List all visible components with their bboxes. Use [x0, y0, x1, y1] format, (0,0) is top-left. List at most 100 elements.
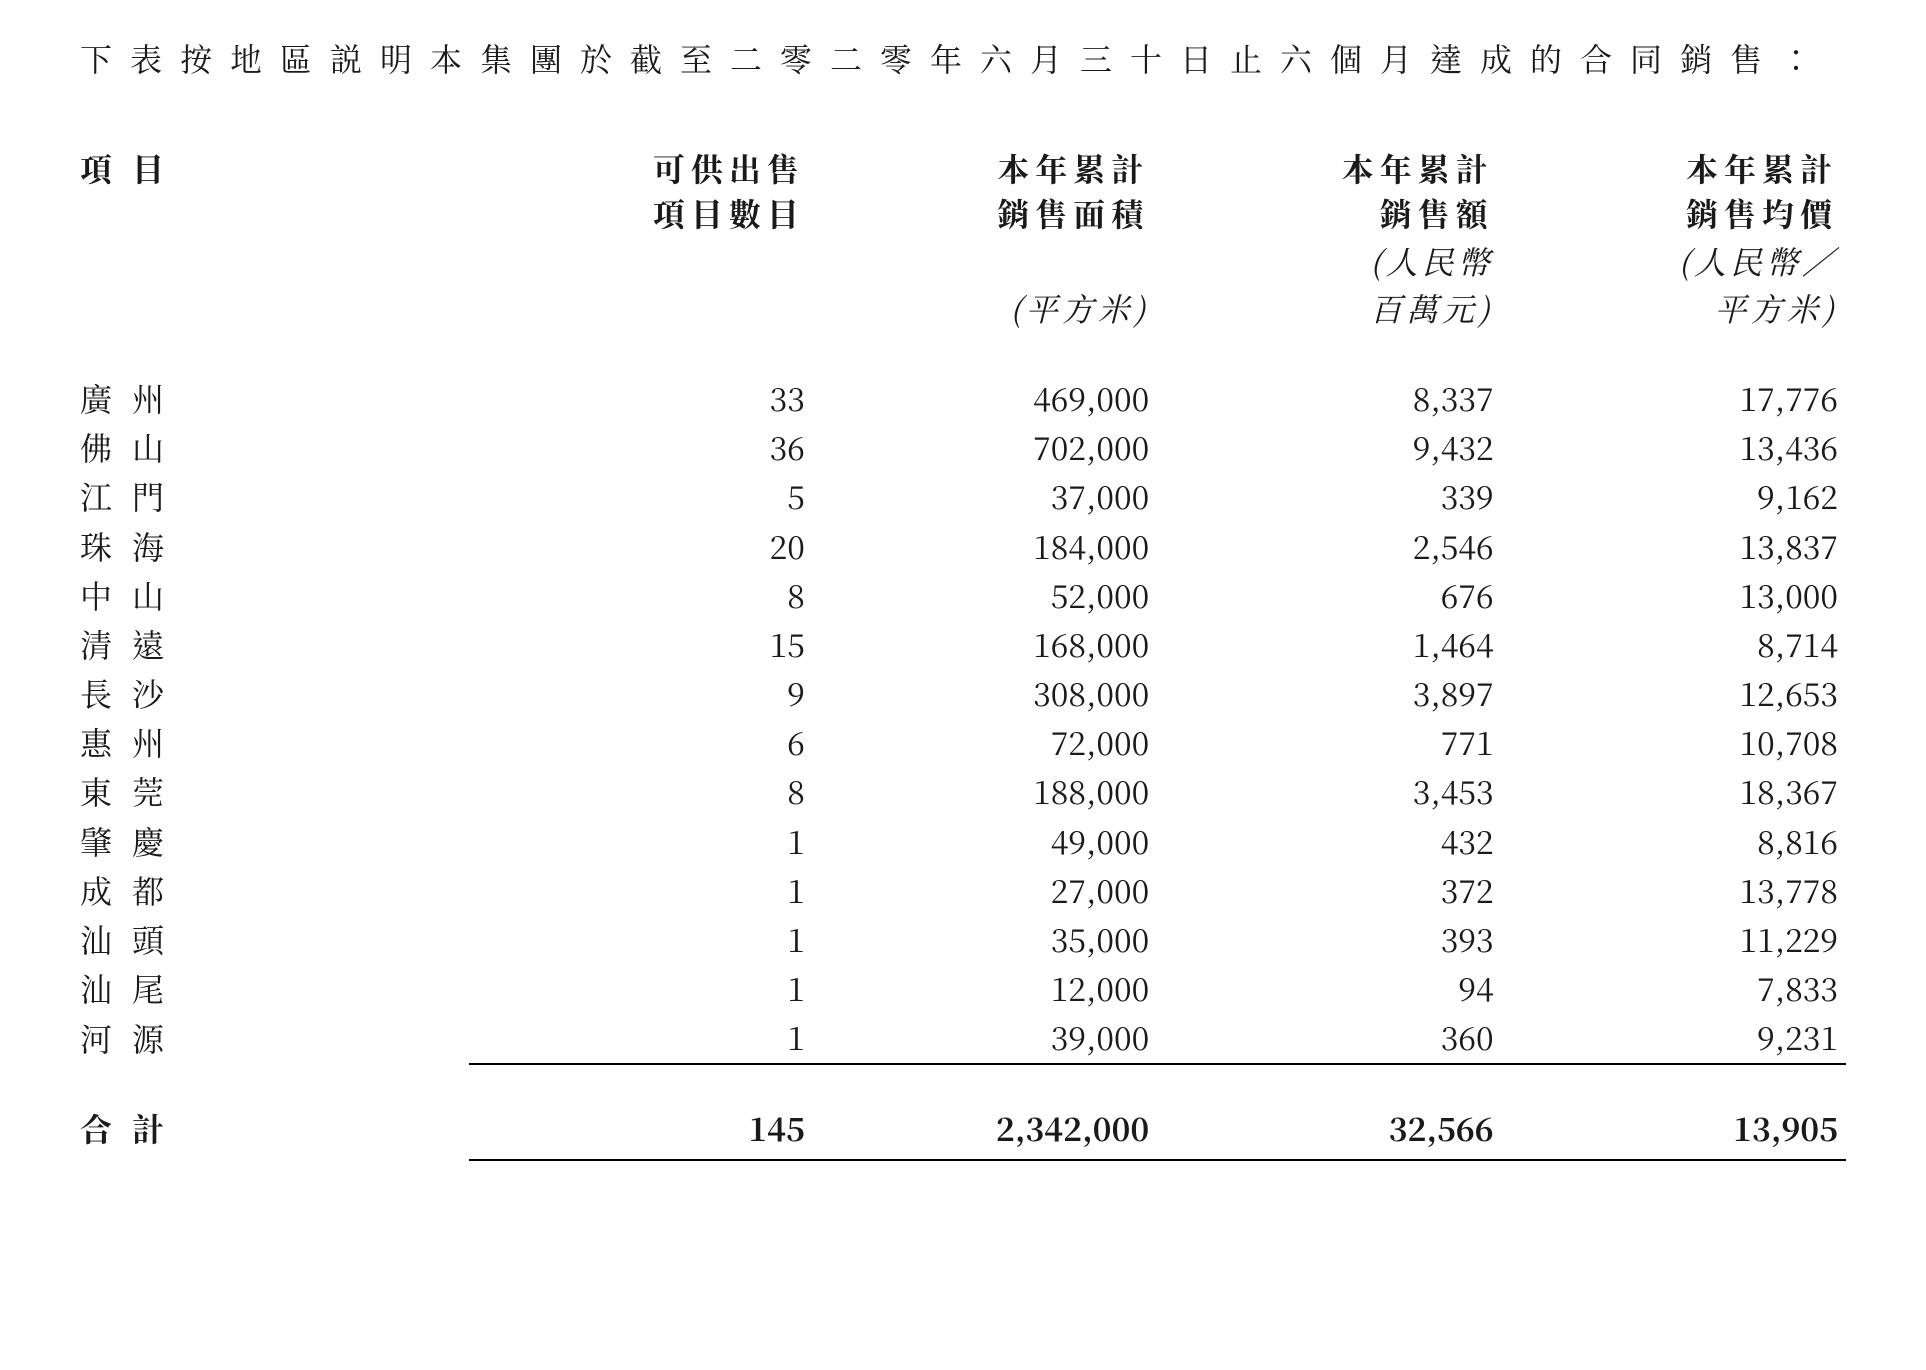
col-header: 本年累計: [1502, 146, 1846, 191]
data-cell: 20: [469, 522, 813, 571]
region-name: 佛山: [80, 423, 469, 472]
data-cell: 10,708: [1502, 718, 1846, 767]
table-row: 東莞8188,0003,45318,367: [80, 767, 1846, 816]
data-cell: 771: [1157, 718, 1501, 767]
table-row: 佛山36702,0009,43213,436: [80, 423, 1846, 472]
intro-paragraph: 下表按地區説明本集團於截至二零二零年六月三十日止六個月達成的合同銷售：: [80, 30, 1846, 86]
table-row: 成都127,00037213,778: [80, 866, 1846, 915]
data-cell: 9: [469, 669, 813, 718]
data-cell: 13,000: [1502, 571, 1846, 620]
data-cell: 9,432: [1157, 423, 1501, 472]
data-cell: 37,000: [813, 472, 1157, 521]
region-name: 東莞: [80, 767, 469, 816]
table-row: 江門537,0003399,162: [80, 472, 1846, 521]
region-name: 珠海: [80, 522, 469, 571]
data-cell: 432: [1157, 817, 1501, 866]
data-cell: 2,546: [1157, 522, 1501, 571]
data-cell: 188,000: [813, 767, 1157, 816]
data-cell: 15: [469, 620, 813, 669]
total-cell: 13,905: [1502, 1095, 1846, 1160]
data-cell: 1: [469, 817, 813, 866]
data-cell: 372: [1157, 866, 1501, 915]
data-cell: 1: [469, 915, 813, 964]
region-name: 中山: [80, 571, 469, 620]
region-name: 清遠: [80, 620, 469, 669]
col-header: 銷售均價: [1502, 191, 1846, 236]
table-row: 惠州672,00077110,708: [80, 718, 1846, 767]
data-cell: 39,000: [813, 1013, 1157, 1063]
region-name: 成都: [80, 866, 469, 915]
data-cell: 35,000: [813, 915, 1157, 964]
totals-row: 合計 145 2,342,000 32,566 13,905: [80, 1095, 1846, 1160]
data-cell: 9,162: [1502, 472, 1846, 521]
table-row: 汕尾112,000947,833: [80, 964, 1846, 1013]
data-cell: 9,231: [1502, 1013, 1846, 1063]
data-cell: 7,833: [1502, 964, 1846, 1013]
total-cell: 32,566: [1157, 1095, 1501, 1160]
col-unit: [469, 283, 813, 330]
region-name: 肇慶: [80, 817, 469, 866]
table-row: 珠海20184,0002,54613,837: [80, 522, 1846, 571]
data-cell: 6: [469, 718, 813, 767]
total-cell: 2,342,000: [813, 1095, 1157, 1160]
col-unit: 平方米): [1502, 283, 1846, 330]
col-header: 銷售額: [1157, 191, 1501, 236]
table-row: 河源139,0003609,231: [80, 1013, 1846, 1063]
col-header: 銷售面積: [813, 191, 1157, 236]
row-header-label: 項目: [80, 146, 469, 236]
total-cell: 145: [469, 1095, 813, 1160]
col-unit: (平方米): [813, 283, 1157, 330]
data-cell: 339: [1157, 472, 1501, 521]
table-body: 廣州33469,0008,33717,776佛山36702,0009,43213…: [80, 374, 1846, 1064]
data-cell: 360: [1157, 1013, 1501, 1063]
table-row: 肇慶149,0004328,816: [80, 817, 1846, 866]
col-unit: [469, 236, 813, 283]
total-label: 合計: [80, 1095, 469, 1160]
col-unit: (人民幣: [1157, 236, 1501, 283]
data-cell: 8,714: [1502, 620, 1846, 669]
table-row: 廣州33469,0008,33717,776: [80, 374, 1846, 423]
data-cell: 469,000: [813, 374, 1157, 423]
col-header: 項目數目: [469, 191, 813, 236]
data-cell: 72,000: [813, 718, 1157, 767]
data-cell: 94: [1157, 964, 1501, 1013]
data-cell: 3,453: [1157, 767, 1501, 816]
data-cell: 12,653: [1502, 669, 1846, 718]
region-name: 廣州: [80, 374, 469, 423]
data-cell: 168,000: [813, 620, 1157, 669]
document-page: 下表按地區説明本集團於截至二零二零年六月三十日止六個月達成的合同銷售： 項目 可…: [0, 0, 1926, 1370]
data-cell: 702,000: [813, 423, 1157, 472]
col-unit: [813, 236, 1157, 283]
data-cell: 1: [469, 964, 813, 1013]
data-cell: 17,776: [1502, 374, 1846, 423]
data-cell: 36: [469, 423, 813, 472]
data-cell: 8,337: [1157, 374, 1501, 423]
data-cell: 676: [1157, 571, 1501, 620]
data-cell: 18,367: [1502, 767, 1846, 816]
data-cell: 52,000: [813, 571, 1157, 620]
region-name: 汕尾: [80, 964, 469, 1013]
data-cell: 8,816: [1502, 817, 1846, 866]
data-cell: 184,000: [813, 522, 1157, 571]
table-header: 項目 可供出售 本年累計 本年累計 本年累計 項目數目 銷售面積 銷售額 銷售均…: [80, 146, 1846, 374]
sales-by-region-table: 項目 可供出售 本年累計 本年累計 本年累計 項目數目 銷售面積 銷售額 銷售均…: [80, 146, 1846, 1165]
region-name: 江門: [80, 472, 469, 521]
data-cell: 49,000: [813, 817, 1157, 866]
data-cell: 13,837: [1502, 522, 1846, 571]
region-name: 汕頭: [80, 915, 469, 964]
data-cell: 308,000: [813, 669, 1157, 718]
data-cell: 11,229: [1502, 915, 1846, 964]
region-name: 河源: [80, 1013, 469, 1063]
data-cell: 27,000: [813, 866, 1157, 915]
col-header: 本年累計: [813, 146, 1157, 191]
data-cell: 12,000: [813, 964, 1157, 1013]
col-header: 可供出售: [469, 146, 813, 191]
data-cell: 13,778: [1502, 866, 1846, 915]
data-cell: 1: [469, 866, 813, 915]
data-cell: 13,436: [1502, 423, 1846, 472]
data-cell: 393: [1157, 915, 1501, 964]
data-cell: 33: [469, 374, 813, 423]
region-name: 惠州: [80, 718, 469, 767]
region-name: 長沙: [80, 669, 469, 718]
table-row: 長沙9308,0003,89712,653: [80, 669, 1846, 718]
